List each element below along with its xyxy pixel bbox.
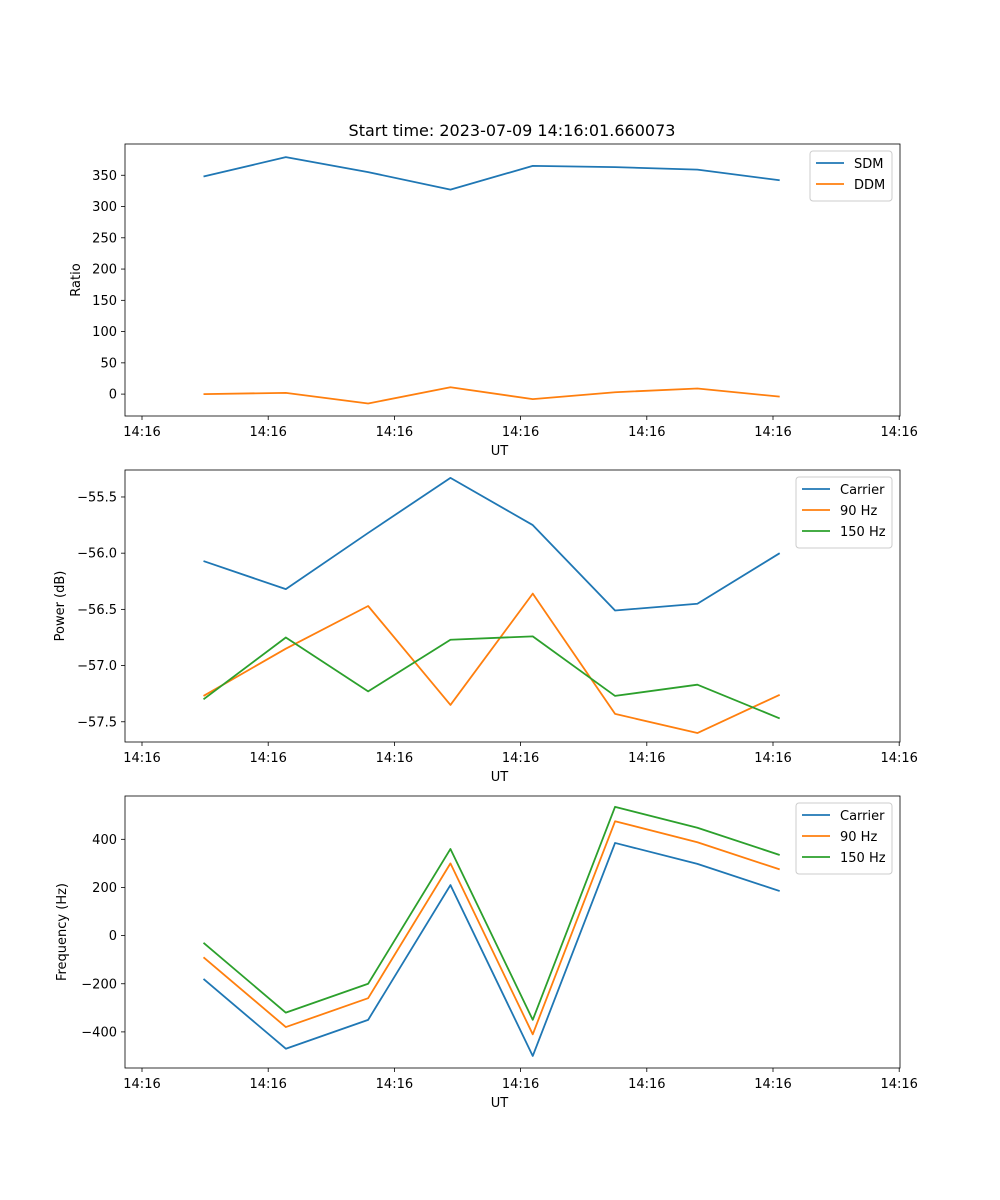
y-tick-label: 200 (92, 881, 117, 896)
x-tick-label: 14:16 (628, 425, 665, 440)
x-axis-label: UT (491, 444, 509, 459)
x-tick-label: 14:16 (502, 751, 539, 766)
x-tick-label: 14:16 (880, 751, 917, 766)
x-tick-label: 14:16 (123, 425, 160, 440)
x-tick-label: 14:16 (754, 425, 791, 440)
legend: Carrier 90 Hz 150 Hz (795, 476, 893, 549)
x-tick-label: 14:16 (249, 425, 286, 440)
x-tick-label: 14:16 (123, 751, 160, 766)
x-tick-label: 14:16 (376, 1077, 413, 1092)
legend-label-carrier: Carrier (840, 809, 885, 824)
x-axis-label: UT (491, 770, 509, 785)
x-tick-label: 14:16 (754, 1077, 791, 1092)
x-axis-label: UT (491, 1096, 509, 1111)
y-axis-label: Ratio (69, 263, 84, 296)
y-axis-label: Power (dB) (53, 571, 68, 642)
ratio-panel: 14:1614:1614:1614:1614:1614:1614:1614:17… (69, 143, 918, 459)
y-tick-label: −57.0 (77, 659, 117, 674)
series-line-150-hz (202, 805, 780, 1021)
series-line-150-hz (202, 635, 781, 720)
x-tick-label: 14:16 (376, 751, 413, 766)
series-line-90-hz (203, 592, 781, 734)
legend-label-150-hz: 150 Hz (840, 525, 886, 540)
y-axis-label: Frequency (Hz) (55, 883, 70, 981)
series-line-ddm (203, 386, 780, 405)
legend-label-sdm: SDM (854, 157, 883, 172)
x-tick-label: 14:16 (754, 751, 791, 766)
x-tick-label: 14:16 (880, 1077, 917, 1092)
y-tick-label: 50 (100, 356, 117, 371)
y-tick-label: −55.5 (77, 490, 117, 505)
y-tick-label: −56.5 (77, 603, 117, 618)
x-tick-label: 14:16 (249, 1077, 286, 1092)
frequency-panel: 14:1614:1614:1614:1614:1614:1614:1614:17… (55, 795, 918, 1111)
legend: Carrier 90 Hz 150 Hz (795, 802, 893, 875)
x-tick-label: 14:16 (249, 751, 286, 766)
y-tick-label: −57.5 (77, 715, 117, 730)
x-tick-label: 14:16 (628, 751, 665, 766)
y-tick-label: −56.0 (77, 547, 117, 562)
legend-label-carrier: Carrier (840, 483, 885, 498)
y-tick-label: 250 (92, 231, 117, 246)
axes-frame (124, 469, 901, 743)
x-tick-label: 14:16 (628, 1077, 665, 1092)
y-tick-label: 0 (109, 388, 117, 403)
x-tick-label: 14:16 (880, 425, 917, 440)
axes-frame (124, 795, 901, 1069)
power-panel: 14:1614:1614:1614:1614:1614:1614:1614:17… (53, 469, 918, 785)
y-tick-label: 300 (92, 200, 117, 215)
x-tick-label: 14:16 (502, 1077, 539, 1092)
series-line-90-hz (202, 820, 780, 1036)
y-tick-label: 100 (92, 325, 117, 340)
y-tick-label: 350 (92, 169, 117, 184)
axes-frame (124, 143, 901, 417)
y-tick-label: −400 (81, 1025, 117, 1040)
legend-label-ddm: DDM (854, 178, 885, 193)
legend: SDM DDM (809, 150, 893, 202)
x-tick-label: 14:16 (376, 425, 413, 440)
y-tick-label: 0 (109, 929, 117, 944)
series-line-carrier (203, 476, 781, 612)
y-tick-label: 200 (92, 263, 117, 278)
x-tick-label: 14:16 (123, 1077, 160, 1092)
legend-label-150-hz: 150 Hz (840, 851, 886, 866)
legend-label-90-hz: 90 Hz (840, 504, 877, 519)
y-tick-label: 400 (92, 833, 117, 848)
legend-label-90-hz: 90 Hz (840, 830, 877, 845)
y-tick-label: 150 (92, 294, 117, 309)
x-tick-label: 14:16 (502, 425, 539, 440)
series-line-sdm (203, 156, 780, 191)
figure-title: Start time: 2023-07-09 14:16:01.660073 (349, 121, 676, 140)
y-tick-label: −200 (81, 977, 117, 992)
series-line-carrier (202, 842, 780, 1057)
